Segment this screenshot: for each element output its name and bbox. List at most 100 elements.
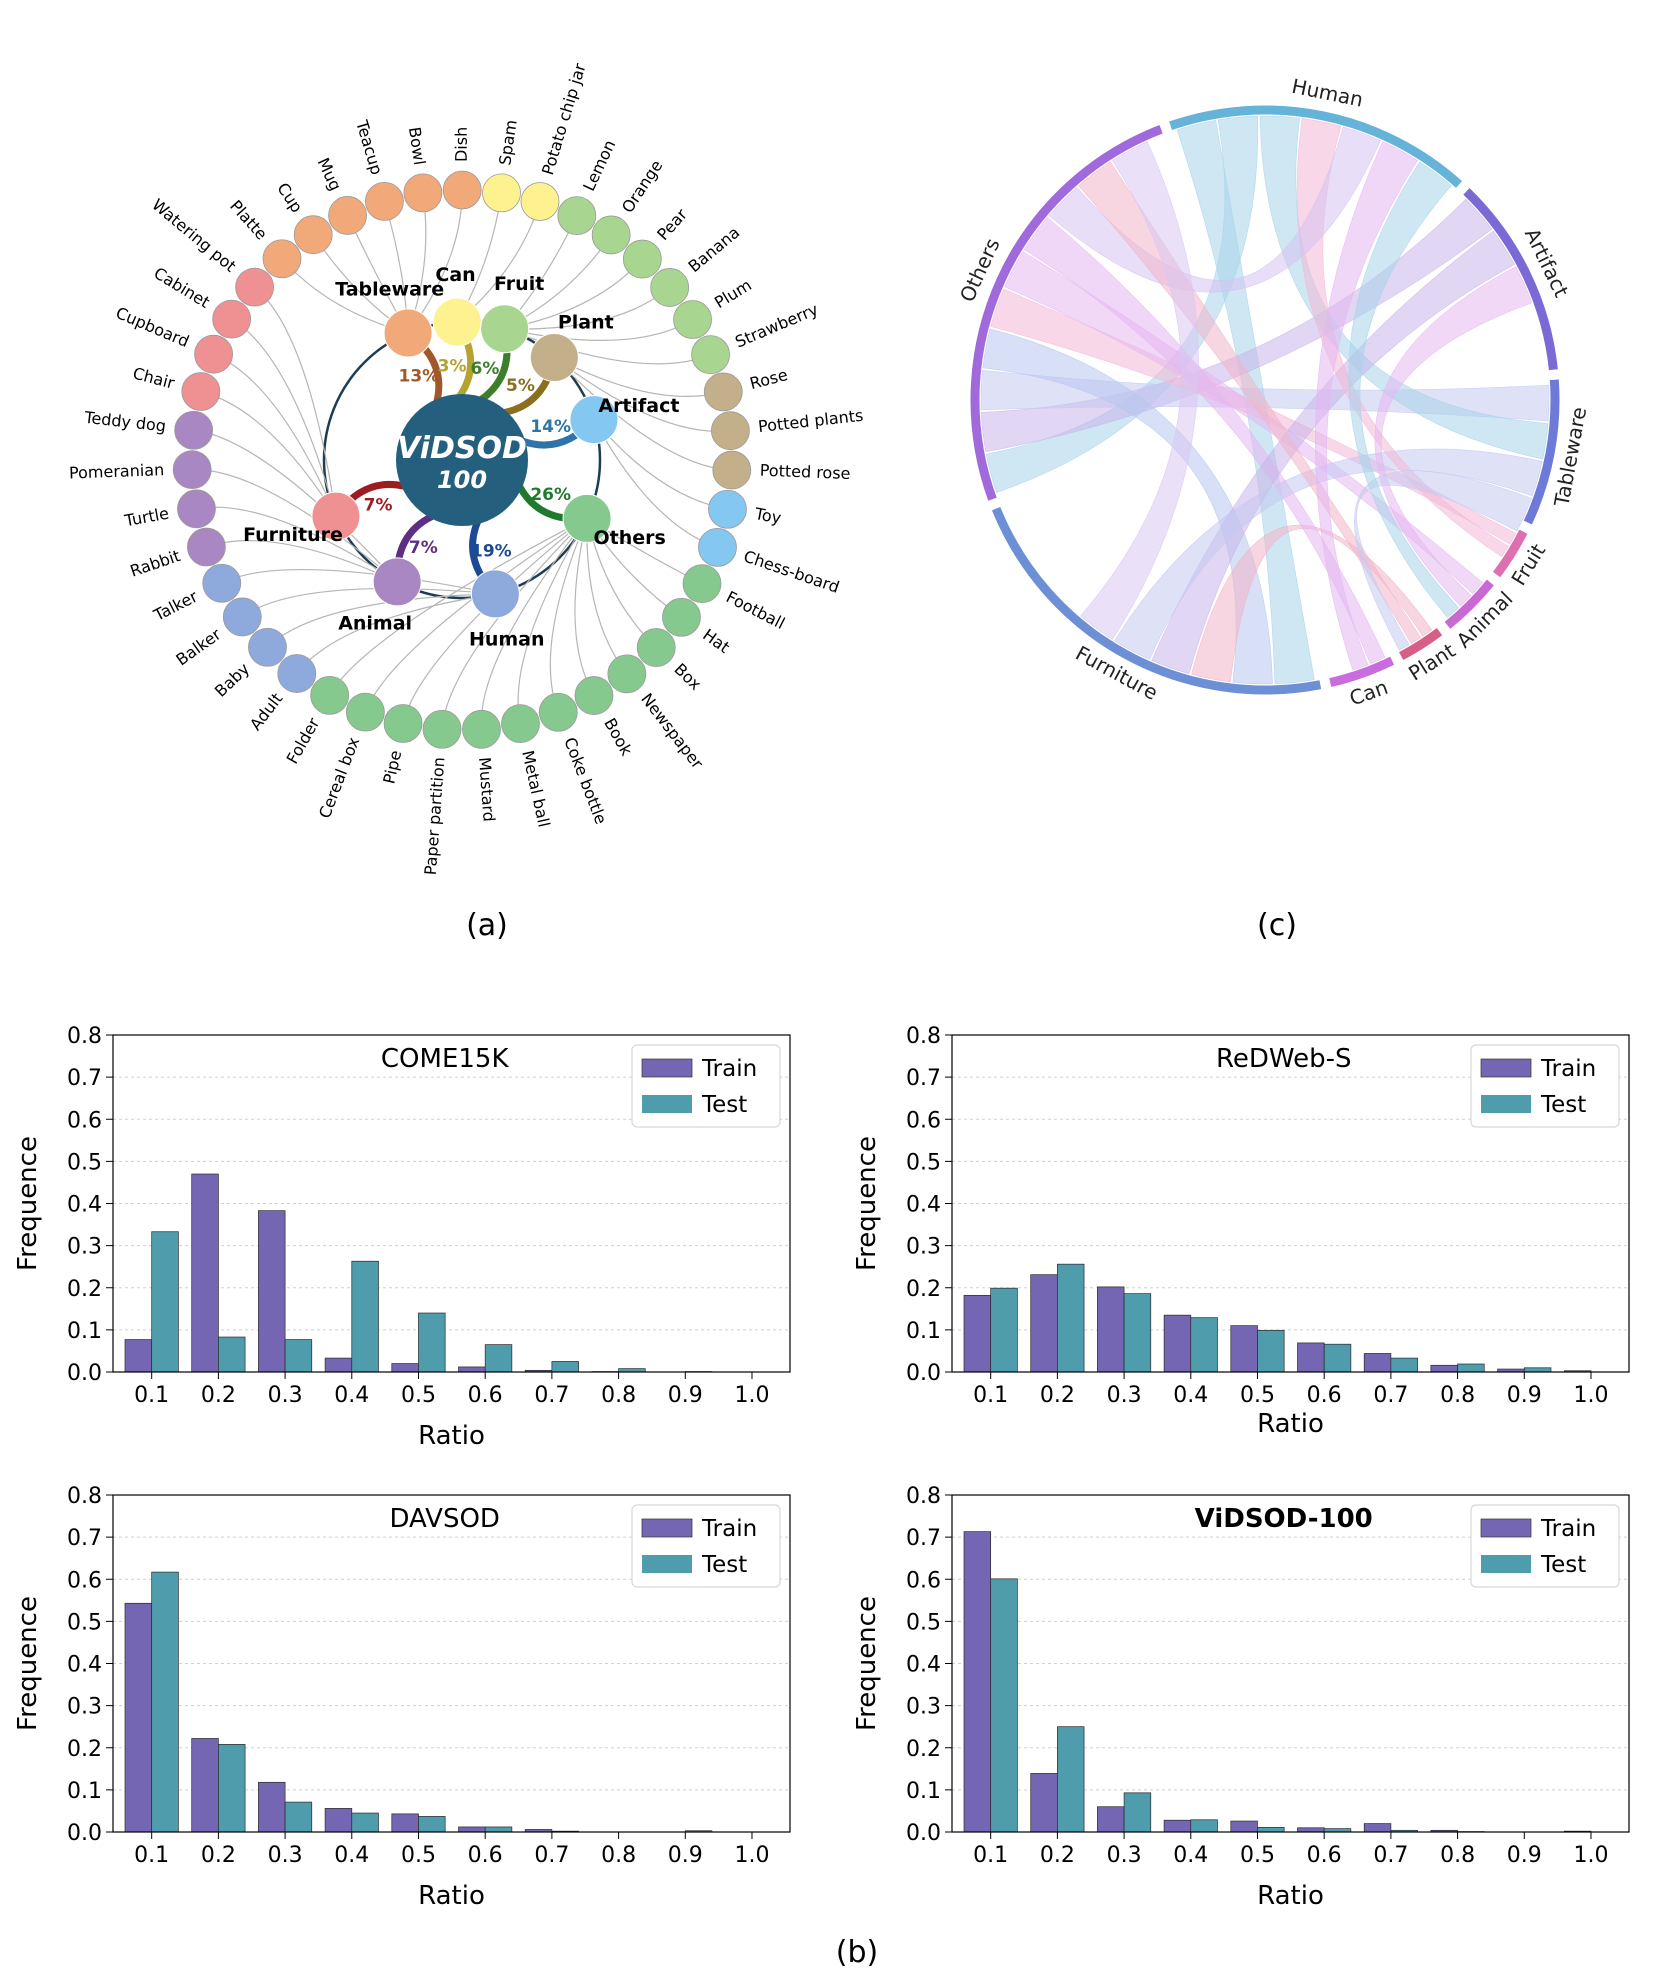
bar-test-0.5 — [418, 1312, 446, 1373]
legend-label-train: Train — [701, 1516, 757, 1542]
leaf-balker — [222, 597, 262, 637]
pct-human: 19% — [471, 541, 512, 561]
leaf-label-bowl: Bowl — [405, 126, 429, 167]
leaf-teddy-dog — [174, 410, 214, 450]
category-others: Others — [594, 527, 666, 549]
leaf-bowl — [403, 173, 443, 213]
pct-artifact: 14% — [530, 417, 571, 437]
leaf-label-rose: Rose — [748, 365, 790, 393]
chord-diagram: HumanArtifactTablewareFruitAnimalPlantCa… — [955, 74, 1591, 711]
x-tick-label: 0.1 — [134, 1383, 169, 1408]
bar-test-0.2 — [218, 1744, 246, 1833]
arc-tableware — [1523, 379, 1560, 525]
y-tick-label: 0.7 — [906, 1526, 941, 1551]
x-tick-label: 0.6 — [468, 1383, 503, 1408]
leaf-mustard — [462, 709, 501, 749]
chord-fruit-human — [1296, 118, 1509, 558]
pct-animal: 7% — [409, 538, 438, 558]
bar-train-0.5 — [391, 1363, 419, 1373]
leaf-watering-pot — [235, 267, 275, 307]
category-human: Human — [469, 629, 545, 651]
x-tick-label: 1.0 — [734, 1383, 769, 1408]
y-tick-label: 0.2 — [906, 1737, 941, 1762]
leaf-strawberry — [691, 335, 730, 375]
spoke-talker — [221, 568, 496, 595]
leaf-rose — [703, 372, 743, 412]
bar-train-0.1 — [963, 1294, 992, 1373]
category-tableware: Tableware — [335, 279, 444, 301]
y-tick-label: 0.6 — [67, 1108, 102, 1133]
chord-human-animal — [1348, 161, 1460, 618]
bar-chart-redweb-s: 0.0 0.1 0.2 0.3 0.4 0.5 0.6 0.7 0.8 0.1 0.2 0.3 0.4 0… — [852, 1024, 1630, 1439]
arc-artifact — [1463, 188, 1558, 371]
x-tick-label: 0.9 — [1507, 1843, 1542, 1868]
leaf-turtle — [177, 489, 216, 529]
y-tick-label: 0.0 — [906, 1361, 941, 1386]
bar-test-0.4 — [1190, 1317, 1218, 1373]
leaf-lemon — [557, 196, 597, 236]
leaf-label-turtle: Turtle — [122, 504, 170, 531]
x-tick-label: 0.8 — [1440, 1843, 1475, 1868]
legend-swatch-train — [1480, 1058, 1532, 1078]
bar-train-0.8 — [1430, 1364, 1458, 1373]
bar-train-0.6 — [458, 1366, 486, 1373]
arc-plant — [1398, 627, 1443, 661]
node-tableware — [383, 308, 433, 358]
leaf-talker — [202, 563, 242, 603]
x-axis-label: Ratio — [1257, 1881, 1324, 1911]
leaf-label-cupboard: Cupboard — [113, 303, 192, 351]
leaf-teacup — [365, 181, 404, 221]
x-tick-label: 1.0 — [1573, 1383, 1608, 1408]
leaf-label-book: Book — [600, 715, 636, 760]
bar-train-0.3 — [258, 1210, 286, 1373]
leaf-metal-ball — [501, 704, 540, 743]
spoke-folder — [329, 517, 588, 696]
y-tick-label: 0.2 — [67, 1277, 102, 1302]
x-tick-label: 0.9 — [668, 1383, 703, 1408]
node-artifact — [569, 395, 619, 445]
leaf-label-chair: Chair — [131, 364, 177, 393]
y-tick-label: 0.7 — [67, 1066, 102, 1091]
bar-test-0.8 — [1457, 1363, 1485, 1373]
chord-artifact-others — [980, 198, 1493, 453]
chord-human-tableware — [1259, 115, 1549, 460]
chart-title: COME15K — [381, 1044, 510, 1074]
x-tick-label: 0.4 — [1173, 1383, 1208, 1408]
y-axis-label: Frequence — [13, 1136, 43, 1271]
x-tick-label: 0.5 — [1240, 1843, 1275, 1868]
leaf-newspaper — [607, 654, 647, 694]
bar-test-0.5 — [418, 1816, 446, 1833]
legend-label-test: Test — [1540, 1552, 1586, 1578]
leaf-pear — [622, 239, 662, 279]
leaf-label-plum: Plum — [711, 275, 755, 312]
x-tick-label: 0.2 — [201, 1843, 236, 1868]
x-tick-label: 0.2 — [1040, 1383, 1075, 1408]
leaf-platte — [262, 239, 302, 279]
bar-train-0.2 — [191, 1173, 219, 1373]
y-tick-label: 0.8 — [67, 1024, 102, 1049]
leaf-label-potted-plants: Potted plants — [757, 406, 864, 436]
bar-train-0.4 — [1163, 1819, 1192, 1833]
node-others — [562, 493, 612, 543]
bar-train-0.7 — [1363, 1823, 1392, 1833]
x-tick-label: 0.3 — [268, 1383, 303, 1408]
bar-test-0.3 — [284, 1339, 313, 1373]
legend-label-test: Test — [701, 1092, 747, 1118]
pct-can: 3% — [438, 357, 467, 377]
x-tick-label: 1.0 — [734, 1843, 769, 1868]
x-tick-label: 1.0 — [1573, 1843, 1608, 1868]
x-tick-label: 0.5 — [401, 1383, 436, 1408]
leaf-label-football: Football — [723, 587, 788, 633]
leaf-label-lemon: Lemon — [579, 137, 619, 194]
x-tick-label: 0.6 — [468, 1843, 503, 1868]
category-furniture: Furniture — [243, 524, 343, 546]
bar-train-0.2 — [1030, 1274, 1058, 1373]
x-tick-label: 0.4 — [334, 1383, 369, 1408]
bar-test-0.1 — [990, 1578, 1018, 1833]
y-tick-label: 0.6 — [67, 1568, 102, 1593]
hub-title: ViDSOD — [397, 431, 527, 466]
y-tick-label: 0.1 — [906, 1319, 941, 1344]
y-tick-label: 0.2 — [906, 1277, 941, 1302]
bar-test-0.3 — [1123, 1792, 1152, 1833]
chart-title: ReDWeb-S — [1216, 1044, 1351, 1074]
